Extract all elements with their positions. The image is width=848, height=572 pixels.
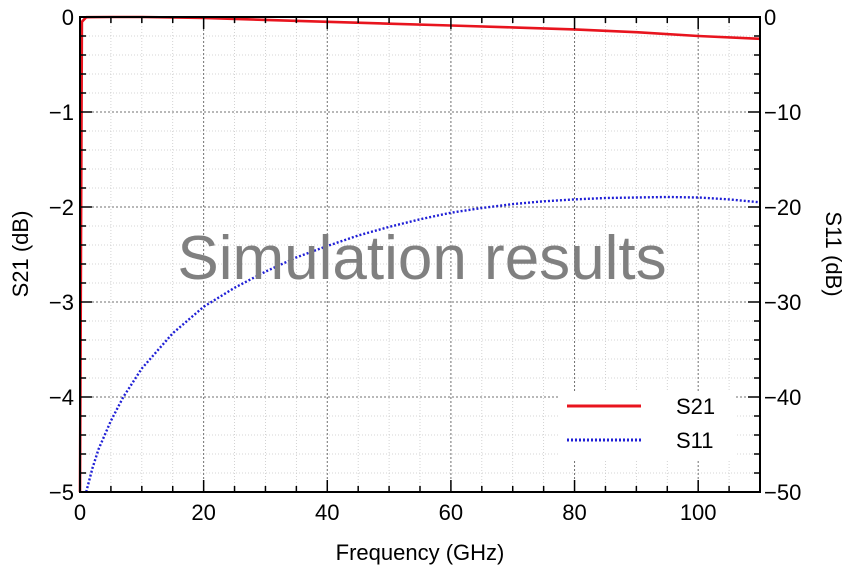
legend-label-s11: S11 <box>676 428 714 453</box>
x-axis-title: Frequency (GHz) <box>336 540 505 565</box>
x-tick-label: 80 <box>562 500 586 525</box>
y-right-tick-label: −40 <box>764 385 801 410</box>
y-axis-right-title: S11 (dB) <box>821 211 846 296</box>
y-right-tick-label: −20 <box>764 195 801 220</box>
x-tick-label: 0 <box>74 500 86 525</box>
y-right-tick-label: −10 <box>764 100 801 125</box>
legend-background <box>558 392 736 460</box>
legend-label-s21: S21 <box>676 394 715 419</box>
y-left-tick-label: −2 <box>49 195 74 220</box>
y-axis-left-title: S21 (dB) <box>8 211 33 298</box>
y-left-tick-label: 0 <box>62 5 74 30</box>
series-line-s11 <box>85 195 761 493</box>
x-tick-label: 100 <box>680 500 717 525</box>
y-left-tick-label: −4 <box>49 385 74 410</box>
x-tick-label: 20 <box>191 500 215 525</box>
y-right-tick-label: −30 <box>764 290 801 315</box>
y-left-tick-label: −3 <box>49 290 74 315</box>
y-right-tick-label: −50 <box>764 480 801 505</box>
x-tick-label: 40 <box>315 500 339 525</box>
y-left-tick-label: −1 <box>49 100 74 125</box>
x-tick-label: 60 <box>439 500 463 525</box>
legend: S21 S11 <box>558 392 736 460</box>
simulation-results-annotation: Simulation results <box>177 224 666 293</box>
y-right-tick-label: 0 <box>764 5 776 30</box>
y-left-tick-label: −5 <box>49 480 74 505</box>
